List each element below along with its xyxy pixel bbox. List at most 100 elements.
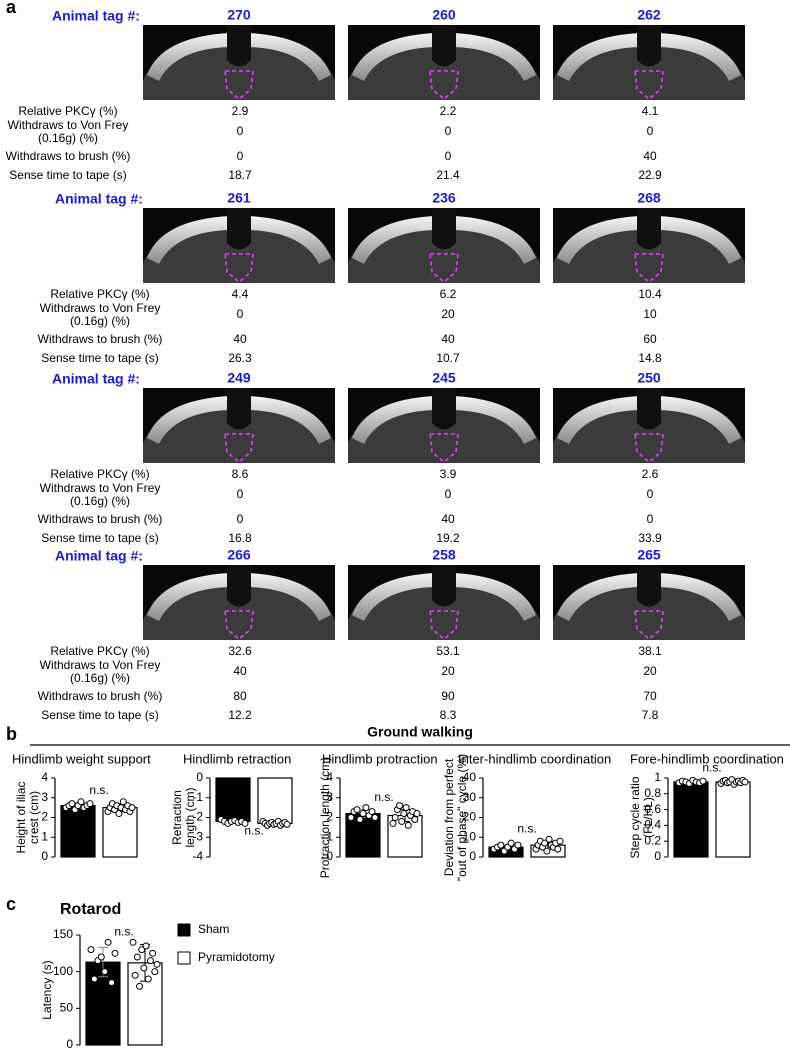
measure-label: Withdraws to Von Frey [40,481,161,495]
animal-tag: 261 [227,190,251,206]
y-tick-label: 0 [469,849,476,863]
measure-value: 10.4 [638,287,662,301]
y-tick-label: -1 [192,790,203,804]
y-tick-label: 0 [41,849,48,863]
histology-image [143,565,335,640]
data-point [347,814,355,821]
data-point [283,820,291,828]
measure-label: Withdraws to brush (%) [6,149,131,163]
y-axis-label: Latency (s) [40,960,54,1019]
measure-value: 0 [237,307,244,321]
data-point [142,942,150,950]
measure-value: 6.2 [440,287,457,301]
data-point [153,960,161,968]
y-tick-label: 30 [463,790,477,804]
measure-value: 60 [643,332,657,346]
measure-label: Withdraws to Von Frey [40,658,161,672]
data-point [111,949,119,957]
measure-value: 22.9 [638,168,662,182]
measure-value: 20 [441,307,455,321]
bar [673,781,709,858]
data-point [699,777,707,785]
y-tick-label: 0 [326,849,333,863]
measure-value: 18.7 [228,168,252,182]
data-point [411,815,419,823]
data-point [146,957,154,965]
measure-value: 3.9 [440,467,457,481]
measure-value: 10 [643,307,657,321]
animal-tag: 258 [432,547,456,563]
y-axis-label: Protraction length (cm) [318,757,332,878]
measure-label: Withdraws to brush (%) [38,689,163,703]
measure-value: 0 [647,512,654,526]
y-axis-label: "out of phase" cycle (%) [455,754,469,881]
legend-swatch [177,923,191,937]
data-point [359,810,367,818]
significance: n.s. [114,925,133,939]
bar [257,777,293,825]
measure-value: 21.4 [436,168,460,182]
panel-label: a [6,0,17,17]
significance: n.s. [89,783,108,797]
animal-tag: 249 [227,370,251,386]
y-axis-label: crest (cm) [27,791,41,844]
bar [715,781,751,858]
histology-image [143,25,335,100]
animal-tag: 260 [432,7,456,23]
y-axis-label: Height of iliac [14,781,28,853]
measure-value: 7.8 [642,708,659,722]
y-tick-label: -2 [192,810,203,824]
measure-value: 0 [445,149,452,163]
measure-value: 26.3 [228,351,252,365]
histology-image [348,25,540,100]
animal-tag: 268 [637,190,661,206]
measure-value: 0 [237,512,244,526]
y-tick-label: 0.2 [644,833,661,847]
y-axis-label: Retraction [170,790,184,845]
measure-label: Relative PKCγ (%) [50,467,149,481]
animal-tag: 250 [637,370,661,386]
measure-value: 0 [237,124,244,138]
measure-value: 4.1 [642,104,659,118]
histology-image [553,388,745,463]
histology-image [348,565,540,640]
measure-label: Relative PKCγ (%) [50,644,149,658]
measure-value: 53.1 [436,644,460,658]
measure-value: 40 [441,332,455,346]
y-tick-label: 1 [654,770,661,784]
data-point [391,814,399,821]
panel-label: c [6,894,16,914]
data-point [129,938,137,946]
data-point [138,946,146,954]
data-point [398,817,406,825]
significance: n.s. [702,761,721,775]
measure-label: Sense time to tape (s) [41,531,158,545]
animal-tag: 262 [637,7,661,23]
measure-value: 20 [441,664,455,678]
measure-label: Relative PKCγ (%) [18,104,117,118]
measure-value: 33.9 [638,531,662,545]
histology-image [553,565,745,640]
data-point [402,804,410,812]
measure-value: 0 [647,487,654,501]
histology-image [348,208,540,283]
bar [215,777,251,823]
y-tick-label: 20 [463,810,477,824]
measure-value: 8.6 [232,467,249,481]
y-tick-label: 0.8 [644,786,661,800]
y-tick-label: 4 [326,770,333,784]
y-tick-label: 0.4 [644,818,661,832]
y-tick-label: 1 [41,829,48,843]
data-point [413,810,421,818]
measure-value: 38.1 [638,644,662,658]
histology-image [143,208,335,283]
measure-value: 0 [237,149,244,163]
measure-label: Withdraws to Von Frey [8,118,129,132]
y-tick-label: 3 [41,790,48,804]
measure-value: 2.9 [232,104,249,118]
data-point [86,800,94,808]
measure-value: 32.6 [228,644,252,658]
chart-title: Hindlimb weight support [12,751,151,766]
legend-label: Pyramidotomy [198,950,275,964]
measure-value: 14.8 [638,351,662,365]
